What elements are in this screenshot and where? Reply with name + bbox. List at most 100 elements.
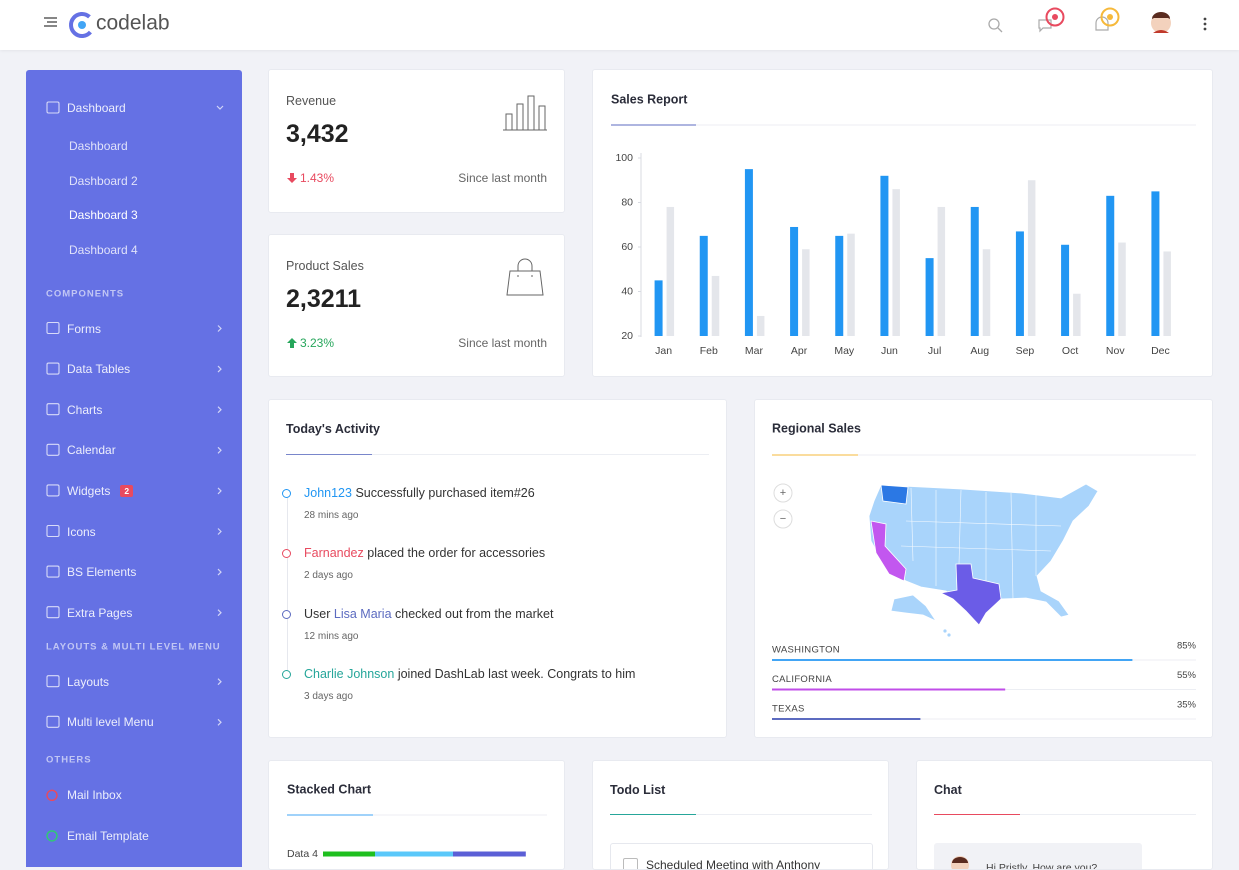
sidebar-item[interactable]: Dashboard <box>67 101 126 115</box>
chat-avatar <box>951 856 969 869</box>
menu-icon <box>46 675 60 688</box>
menu-icon <box>46 524 60 538</box>
bar-segment <box>375 851 453 857</box>
search-icon[interactable] <box>988 18 1003 33</box>
x-tick-label: Dec <box>1151 345 1170 357</box>
icon-shape <box>503 95 547 131</box>
chevron <box>217 406 222 414</box>
menu-toggle[interactable] <box>44 17 57 27</box>
zoom-out[interactable]: − <box>773 509 793 529</box>
sidebar-item[interactable]: Layouts <box>67 674 110 689</box>
user-avatar[interactable] <box>1151 12 1171 33</box>
chevron <box>217 718 222 726</box>
todo-card: Todo List Scheduled Meeting with Anthony <box>592 760 889 870</box>
logo-icon <box>69 12 95 38</box>
stat-change: 3.23% <box>300 336 335 350</box>
activity-user[interactable]: Lisa Maria <box>333 606 392 621</box>
sidebar-subitem[interactable]: Dashboard <box>69 139 128 153</box>
card-title: Chat <box>934 783 962 797</box>
timeline-dot <box>282 549 291 559</box>
chat-card: Chat Hi Pristly, How are you? <box>916 760 1213 870</box>
us-map <box>868 483 1099 638</box>
sales-report-chart: Sales Report 20 40 60 80 100 Jan Feb Mar Apr May J… <box>611 92 1196 357</box>
activity-text: Charlie Johnson joined DashLab last week… <box>304 667 635 681</box>
activity-user[interactable]: Charlie Johnson <box>304 666 395 681</box>
top-bar: codelab <box>0 0 1239 50</box>
zoom-out-label[interactable]: − <box>780 513 786 525</box>
bar-segment <box>453 851 526 857</box>
bar-segment <box>323 851 375 857</box>
activity-detail: placed the order for accessories <box>363 546 546 561</box>
sidebar-item[interactable]: BS Elements <box>67 565 137 580</box>
activity-time: 2 days ago <box>304 570 353 582</box>
bar <box>744 169 753 336</box>
stat-change: 1.43% <box>300 171 335 185</box>
sidebar-item[interactable]: Data Tables <box>67 362 131 377</box>
logo-text[interactable]: codelab <box>96 12 170 35</box>
activity-user[interactable]: John123 <box>304 486 352 500</box>
bar <box>1061 244 1070 336</box>
messages-icon[interactable] <box>1038 7 1065 33</box>
x-tick-label: May <box>834 345 855 357</box>
regional-sales-card: Regional Sales + − WASHINGTON 85% CALIFORN… <box>754 399 1213 738</box>
activity-text: John123 Successfully purchased item#26 <box>304 486 535 500</box>
todo-checkbox[interactable] <box>623 858 638 869</box>
y-tick-label: Data 4 <box>287 848 318 860</box>
trend-arrow <box>287 173 297 183</box>
zoom-in[interactable]: + <box>773 483 793 503</box>
chevron <box>217 609 222 617</box>
sidebar-item[interactable]: Calendar <box>67 443 116 458</box>
sidebar-item[interactable]: Multi level Menu <box>67 715 154 730</box>
sidebar-subitem[interactable]: Dashboard 3 <box>69 208 138 222</box>
menu-icon <box>46 403 60 416</box>
sidebar-subitem[interactable]: Dashboard 2 <box>69 173 138 188</box>
timeline-dot <box>282 489 291 498</box>
bar <box>1015 231 1024 336</box>
x-tick-label: Jan <box>655 345 672 357</box>
x-tick-label: Jul <box>928 345 941 357</box>
trend-arrow <box>287 338 297 348</box>
product-sales-card: Product Sales 2,3211 3.23% Since last month <box>268 234 565 377</box>
card-title: Todo List <box>610 783 666 797</box>
menu-icon <box>46 321 60 335</box>
sidebar-item[interactable]: Extra Pages <box>67 605 133 620</box>
stacked-chart: Stacked Chart Data 4 <box>287 782 547 860</box>
menu-badge: 2 <box>120 484 134 497</box>
sidebar-subitem[interactable]: Dashboard 4 <box>69 242 138 257</box>
bar <box>1151 191 1160 336</box>
sidebar-item[interactable]: Mail Inbox <box>67 788 122 803</box>
activity-user[interactable]: Farnandez <box>304 546 364 561</box>
sidebar-item[interactable]: Icons <box>67 524 96 539</box>
sidebar-item[interactable]: Widgets <box>67 483 111 498</box>
region-percent: 35% <box>1177 700 1197 711</box>
bar <box>880 175 889 336</box>
notifications-icon[interactable] <box>1095 7 1120 31</box>
bar <box>699 235 708 336</box>
sidebar-item[interactable]: Forms <box>67 321 101 336</box>
sidebar-heading: COMPONENTS <box>46 288 125 299</box>
activity-text: User Lisa Maria checked out from the mar… <box>304 607 553 621</box>
progress-bar <box>772 688 1006 691</box>
arrow <box>287 173 297 183</box>
zoom-in-label[interactable]: + <box>780 487 786 499</box>
bar <box>711 275 720 336</box>
bar <box>1027 180 1036 336</box>
stacked-chart-card: Stacked Chart Data 4 <box>268 760 565 870</box>
x-tick-label: Nov <box>1106 345 1125 357</box>
chevron <box>217 446 222 454</box>
stat-value: 3,432 <box>286 120 349 148</box>
sidebar-item[interactable]: Charts <box>67 402 103 417</box>
bar <box>654 280 663 336</box>
menu-icon <box>46 565 60 578</box>
bar <box>756 315 765 336</box>
sidebar-item[interactable]: Email Template <box>67 828 149 843</box>
y-tick-label: 40 <box>621 285 633 297</box>
arrow <box>287 338 297 348</box>
todo-item[interactable]: Scheduled Meeting with Anthony <box>610 843 873 869</box>
sales-report-card: Sales Report 20 40 60 80 100 Jan Feb Mar Apr May J… <box>592 69 1213 377</box>
activity-time: 28 mins ago <box>304 510 359 521</box>
menu-icon <box>46 101 60 114</box>
more-menu[interactable] <box>1203 17 1207 31</box>
card-title: Sales Report <box>611 92 688 106</box>
